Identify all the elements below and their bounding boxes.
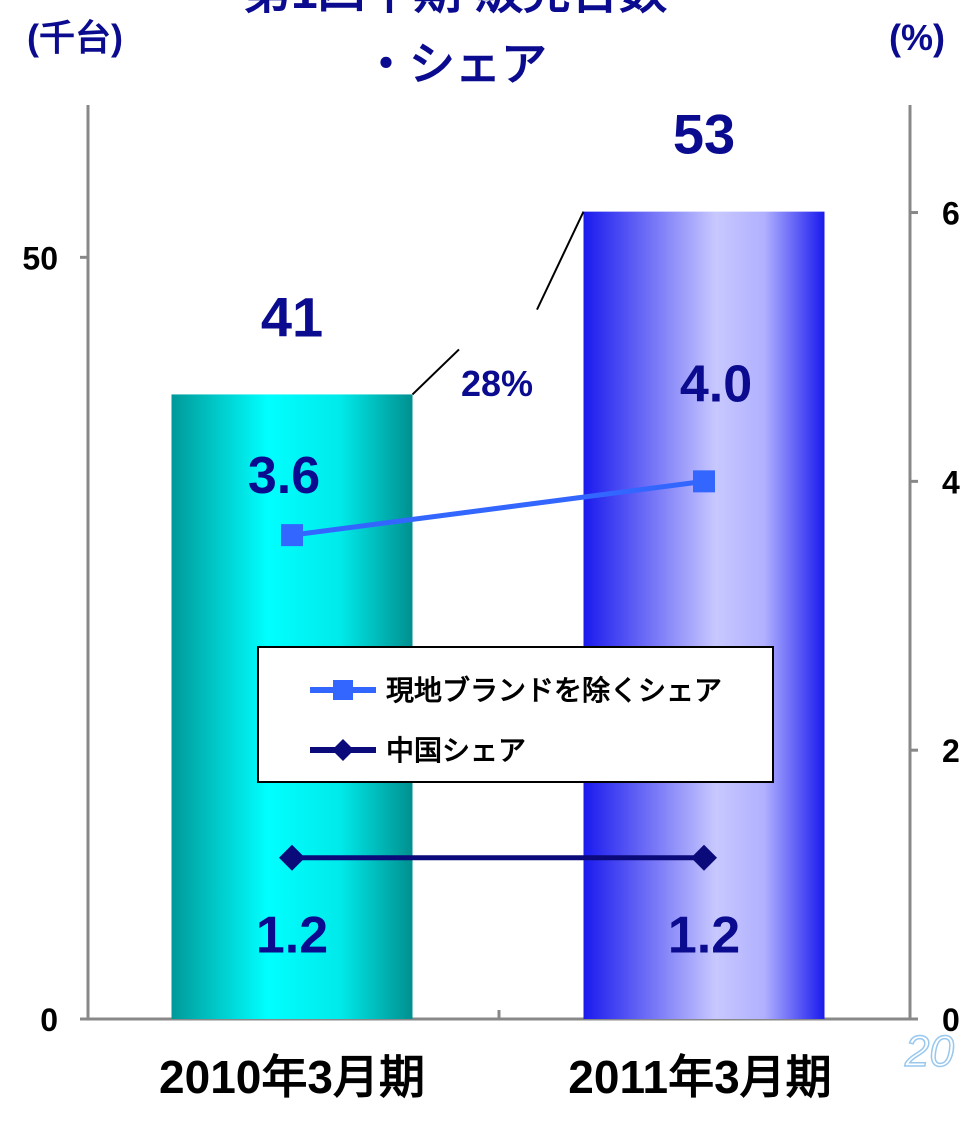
growth-label: 28%: [461, 363, 533, 404]
series-marker-diamond: [279, 844, 305, 871]
category-label-2010: 2010年3月期: [159, 1051, 425, 1103]
series-value-label: 3.6: [248, 447, 320, 505]
growth-connector-line-upper: [536, 211, 585, 311]
series-marker-diamond: [691, 844, 717, 871]
chart-title-line-1: 第1四半期 販売台数: [243, 0, 667, 19]
right-tick-label: 0: [942, 1002, 960, 1038]
line-series-group: 3.6 4.0 1.2 1.2: [248, 355, 752, 964]
category-label-2011: 2011年3月期: [568, 1051, 831, 1103]
legend-label-china-share: 中国シェア: [386, 735, 526, 766]
left-axis-unit: (千台): [27, 17, 123, 58]
left-tick-label: 0: [40, 1002, 58, 1038]
right-tick-label: 6: [942, 196, 960, 232]
chart-title-line-2: ・シェア: [363, 38, 547, 90]
right-axis-ticks: 0 2 4 6: [910, 196, 960, 1038]
legend-marker-diamond: [332, 739, 354, 761]
series-value-label: 1.2: [256, 907, 328, 965]
series-line: [291, 478, 705, 538]
legend: 現地ブランドを除くシェア 中国シェア: [257, 646, 774, 783]
series-marker-square: [693, 470, 715, 493]
bar: [583, 211, 825, 1020]
watermark-glyph: 20: [904, 1027, 954, 1076]
series-value-label: 4.0: [680, 355, 752, 413]
series-value-label: 1.2: [668, 907, 740, 965]
series-marker-square: [281, 524, 303, 547]
left-tick-label: 50: [22, 240, 58, 276]
right-axis-unit: (%): [889, 17, 945, 58]
bar-group: 41 53: [171, 103, 825, 1020]
growth-connector-line-lower: [411, 348, 460, 396]
bar-value-label: 53: [673, 103, 735, 166]
bar-value-label: 41: [261, 285, 323, 348]
left-axis-ticks: 0 50: [22, 240, 88, 1038]
legend-marker-square: [333, 680, 353, 700]
right-tick-label: 4: [942, 464, 960, 500]
right-tick-label: 2: [942, 733, 960, 769]
legend-label-local-share: 現地ブランドを除くシェア: [386, 674, 722, 706]
